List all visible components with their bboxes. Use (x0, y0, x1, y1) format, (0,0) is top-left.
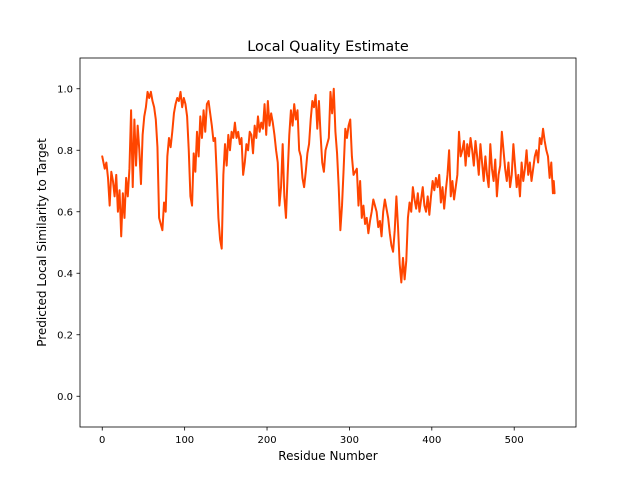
x-tick-label: 100 (175, 435, 194, 446)
y-axis: 0.0 0.2 0.4 0.6 0.8 1.0 (57, 84, 80, 403)
x-tick-label: 200 (257, 435, 276, 446)
x-tick-label: 500 (505, 435, 524, 446)
series-line-0 (101, 87, 556, 284)
y-axis-label: Predicted Local Similarity to Target (35, 138, 49, 347)
x-tick-label: 400 (422, 435, 441, 446)
y-tick-label: 0.6 (57, 207, 73, 218)
y-tick-label: 0.2 (57, 330, 73, 341)
y-tick-label: 0.8 (57, 146, 73, 157)
y-tick-label: 0.0 (57, 392, 73, 403)
series-layer (101, 87, 556, 284)
chart-title: Local Quality Estimate (247, 39, 409, 55)
plot-frame (79, 57, 577, 428)
x-tick-label: 0 (99, 435, 105, 446)
x-tick-label: 300 (340, 435, 359, 446)
y-tick-label: 1.0 (57, 84, 73, 95)
y-tick-label: 0.4 (57, 269, 73, 280)
x-axis: 0 100 200 300 400 500 (99, 427, 524, 446)
x-axis-label: Residue Number (278, 449, 377, 463)
